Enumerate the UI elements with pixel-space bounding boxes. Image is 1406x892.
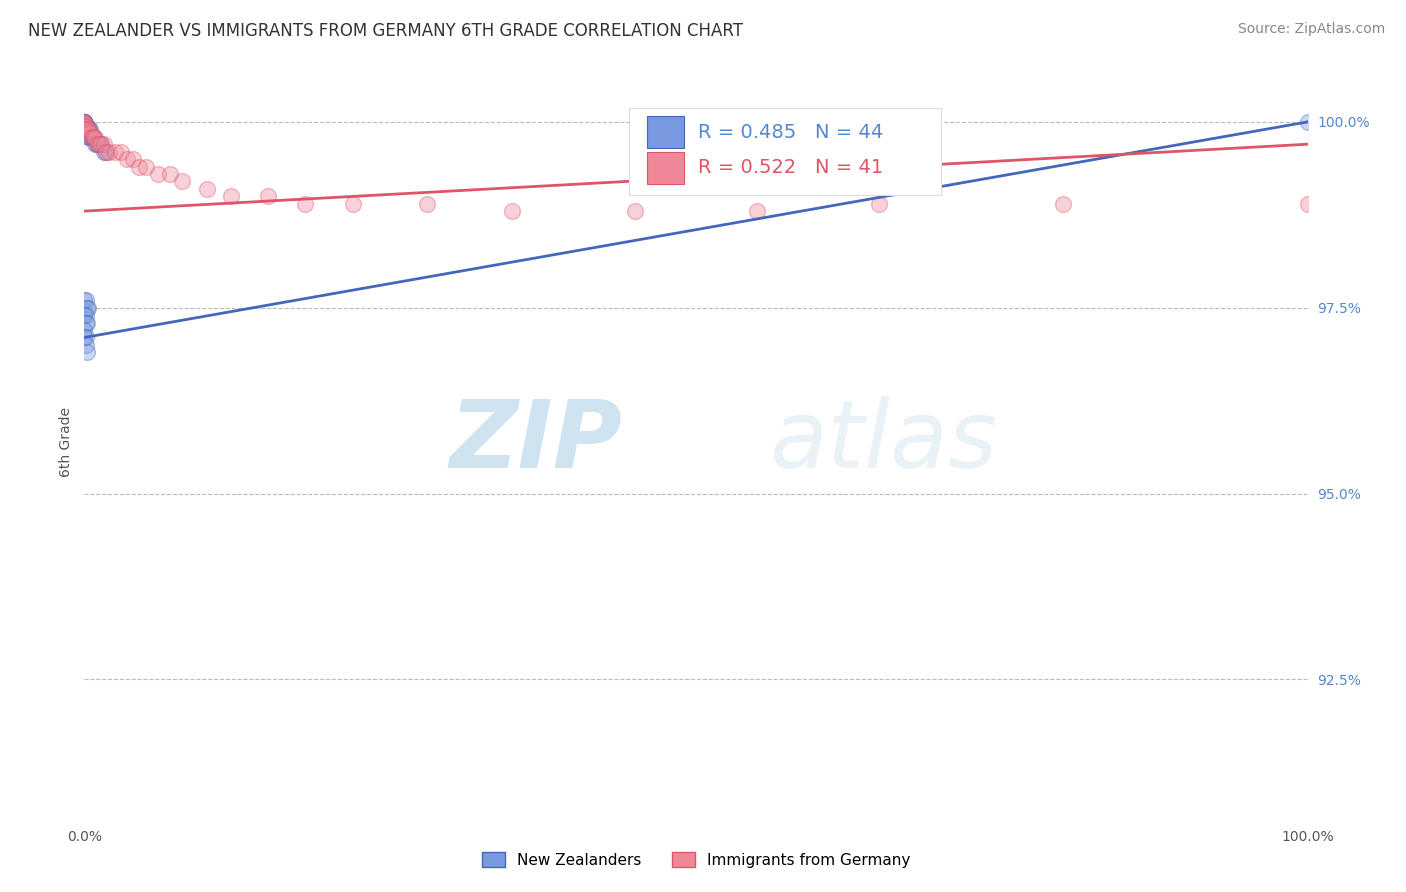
Y-axis label: 6th Grade: 6th Grade xyxy=(59,407,73,476)
Point xyxy=(76,301,98,315)
Point xyxy=(342,196,364,211)
Point xyxy=(86,137,108,152)
Point xyxy=(77,122,100,136)
Point xyxy=(416,196,439,211)
Point xyxy=(76,316,98,330)
Point xyxy=(195,182,218,196)
Point xyxy=(73,115,96,129)
FancyBboxPatch shape xyxy=(628,108,941,195)
Point xyxy=(747,204,769,219)
Point xyxy=(75,316,97,330)
Point xyxy=(73,330,96,344)
Text: NEW ZEALANDER VS IMMIGRANTS FROM GERMANY 6TH GRADE CORRELATION CHART: NEW ZEALANDER VS IMMIGRANTS FROM GERMANY… xyxy=(28,22,744,40)
Point xyxy=(73,115,96,129)
Point xyxy=(75,293,97,308)
Point xyxy=(73,115,96,129)
Legend: New Zealanders, Immigrants from Germany: New Zealanders, Immigrants from Germany xyxy=(475,846,917,873)
Point xyxy=(1052,196,1074,211)
Point xyxy=(294,196,316,211)
Point xyxy=(96,145,118,159)
Point xyxy=(128,160,150,174)
Point xyxy=(77,129,100,144)
Point xyxy=(84,131,107,145)
Point xyxy=(96,145,118,159)
Point xyxy=(104,145,127,159)
Point xyxy=(75,338,97,352)
Text: atlas: atlas xyxy=(769,396,998,487)
Point xyxy=(76,122,98,136)
Point xyxy=(87,137,110,152)
Point xyxy=(82,129,104,144)
Point xyxy=(869,196,891,211)
Point xyxy=(73,293,96,308)
Point xyxy=(77,124,100,138)
Point xyxy=(97,145,120,159)
Point xyxy=(73,119,96,133)
Point xyxy=(73,115,96,129)
Point xyxy=(77,122,100,136)
Point xyxy=(90,137,112,152)
Point xyxy=(73,115,96,129)
Point xyxy=(87,137,110,152)
FancyBboxPatch shape xyxy=(647,116,683,148)
Point xyxy=(76,345,98,359)
Point xyxy=(83,129,105,144)
Point xyxy=(73,115,96,129)
Point xyxy=(73,115,96,129)
Text: R = 0.522   N = 41: R = 0.522 N = 41 xyxy=(699,158,883,178)
Point xyxy=(75,308,97,322)
Point xyxy=(115,152,138,166)
Point xyxy=(90,137,112,152)
Point xyxy=(146,167,169,181)
Point xyxy=(75,119,97,133)
Point xyxy=(79,126,101,140)
Point xyxy=(73,115,96,129)
Point xyxy=(73,115,96,129)
Point xyxy=(219,189,242,203)
Point xyxy=(79,129,101,144)
Point xyxy=(73,122,96,136)
Point xyxy=(73,119,96,133)
Point xyxy=(75,330,97,344)
Point xyxy=(135,160,157,174)
Point xyxy=(83,129,105,144)
Point xyxy=(624,204,647,219)
Point xyxy=(82,129,104,144)
Point xyxy=(1296,196,1319,211)
Point xyxy=(93,137,115,152)
Point xyxy=(79,122,101,136)
Point xyxy=(80,129,103,144)
Text: Source: ZipAtlas.com: Source: ZipAtlas.com xyxy=(1237,22,1385,37)
Point xyxy=(77,301,100,315)
Point xyxy=(73,122,96,136)
Point xyxy=(502,204,524,219)
Point xyxy=(257,189,280,203)
Point xyxy=(73,115,96,129)
Point xyxy=(73,117,96,131)
Point xyxy=(86,137,108,152)
Point xyxy=(76,122,98,136)
Point xyxy=(172,174,194,188)
Point xyxy=(87,137,110,152)
Point xyxy=(77,129,100,144)
FancyBboxPatch shape xyxy=(647,152,683,184)
Point xyxy=(110,145,132,159)
Point xyxy=(73,323,96,337)
Point xyxy=(93,145,115,159)
Point xyxy=(84,137,107,152)
Point xyxy=(159,167,181,181)
Point xyxy=(73,308,96,322)
Text: R = 0.485   N = 44: R = 0.485 N = 44 xyxy=(699,123,883,142)
Point xyxy=(73,122,96,136)
Point xyxy=(122,152,145,166)
Point xyxy=(76,119,98,133)
Point xyxy=(1296,115,1319,129)
Point xyxy=(75,122,97,136)
Point xyxy=(80,129,103,144)
Text: ZIP: ZIP xyxy=(450,395,623,488)
Point xyxy=(77,122,100,136)
